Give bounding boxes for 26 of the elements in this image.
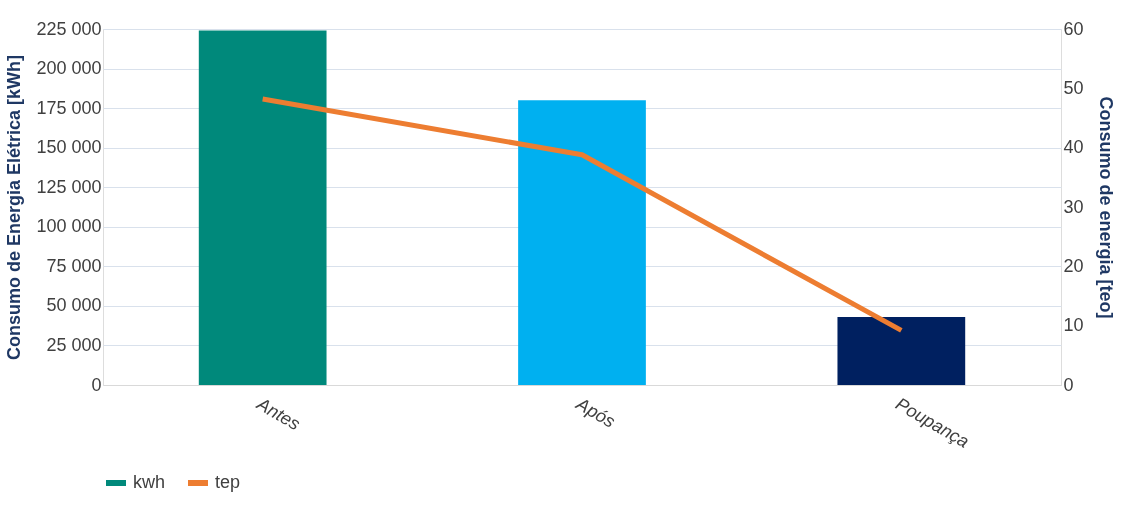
y-tick-label: 225 000	[36, 18, 102, 39]
bar	[837, 316, 966, 385]
y-tick-label: 75 000	[46, 255, 102, 276]
x-tick-label: Após	[572, 393, 619, 432]
y-tick-label: 175 000	[36, 97, 102, 118]
legend-label: kwh	[133, 472, 166, 492]
y2-tick-label: 0	[1063, 374, 1074, 395]
bar	[518, 100, 646, 385]
y2-tick-label: 20	[1063, 255, 1084, 276]
y-tick-label: 50 000	[46, 295, 102, 316]
y2-axis-title: Consumo de energia [teo]	[1095, 96, 1116, 319]
y2-tick-label: 40	[1063, 137, 1084, 158]
y-tick-label: 100 000	[36, 216, 102, 237]
y-tick-label: 125 000	[36, 176, 102, 197]
x-tick-label: Antes	[252, 393, 304, 435]
y2-tick-label: 60	[1063, 18, 1084, 39]
y-tick-label: 0	[91, 374, 102, 395]
legend-label: tep	[215, 472, 241, 492]
y-axis-title: Consumo de Energia Elétrica [kWh]	[4, 54, 25, 361]
y2-tick-label: 50	[1063, 77, 1084, 98]
y-tick-label: 150 000	[36, 137, 102, 158]
y-tick-label: 25 000	[46, 334, 102, 355]
bar	[198, 30, 327, 385]
y2-tick-label: 10	[1063, 315, 1084, 336]
y-tick-label: 200 000	[36, 58, 102, 79]
y2-tick-label: 30	[1063, 196, 1084, 217]
